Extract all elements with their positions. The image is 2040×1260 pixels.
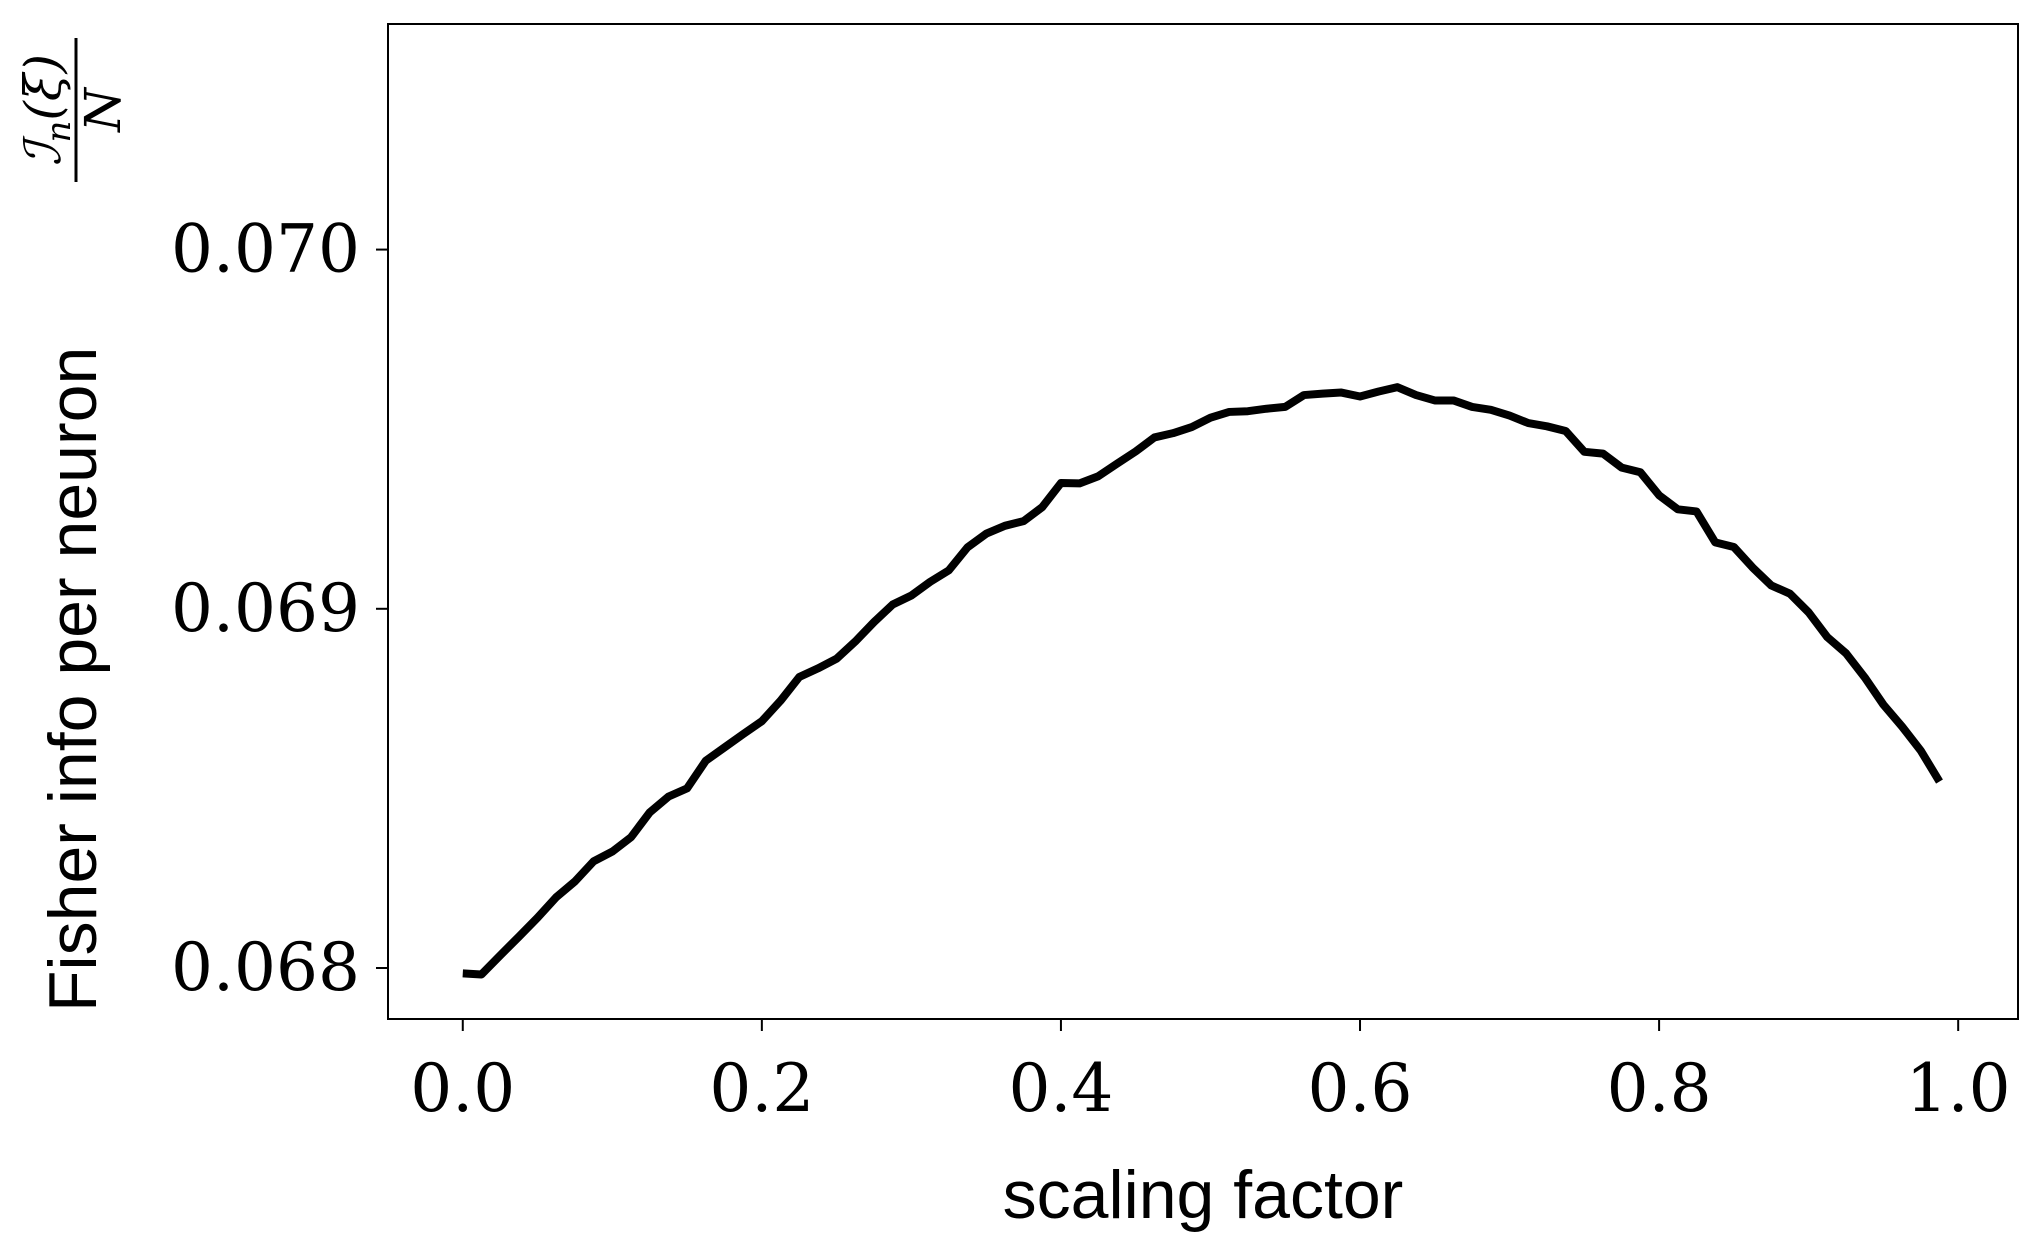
x-axis-label: scaling factor xyxy=(1003,1157,1404,1233)
x-tick-label: 0.4 xyxy=(1008,1050,1113,1127)
formula-numerator-arg: (ξ) xyxy=(14,54,72,121)
series-line xyxy=(462,383,1943,979)
y-tick-label: 0.070 xyxy=(171,211,360,288)
y-tick-label: 0.069 xyxy=(171,570,360,647)
y-axis-formula: ℐn(ξ) N xyxy=(14,38,132,182)
plot-area xyxy=(387,23,2019,1020)
x-tick-label: 0.2 xyxy=(709,1050,814,1127)
plot-frame xyxy=(387,23,2019,1020)
x-tick-label: 0.6 xyxy=(1308,1050,1413,1127)
formula-denominator: N xyxy=(74,86,132,133)
y-axis-ticks: 0.068 0.069 0.070 xyxy=(171,211,388,1006)
x-tick-label: 0.0 xyxy=(410,1050,515,1127)
x-tick-label: 1.0 xyxy=(1906,1050,2011,1127)
x-axis-ticks: 0.0 0.2 0.4 0.6 0.8 1.0 xyxy=(410,1019,2011,1127)
x-tick-label: 0.8 xyxy=(1607,1050,1712,1127)
formula-numerator-sub: n xyxy=(39,121,79,143)
y-axis-label: Fisher info per neuron ℐn(ξ) N xyxy=(14,38,132,1012)
formula-numerator: ℐn(ξ) xyxy=(14,54,79,166)
y-tick-label: 0.068 xyxy=(171,929,360,1006)
y-axis-label-text: Fisher info per neuron xyxy=(35,347,111,1012)
